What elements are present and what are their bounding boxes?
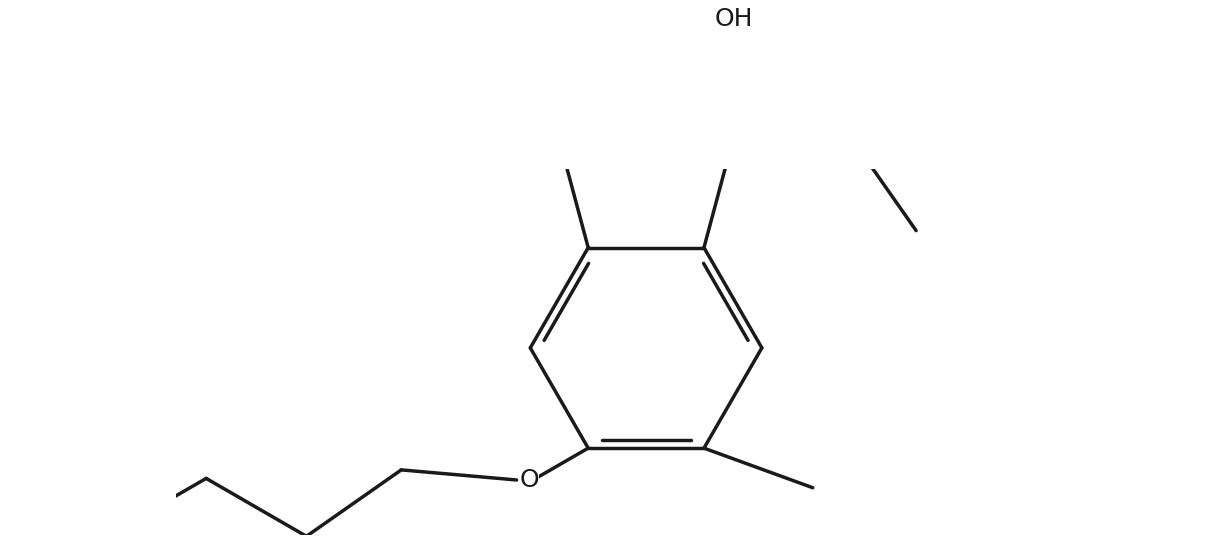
- Text: O: O: [519, 468, 540, 492]
- Text: OH: OH: [715, 8, 753, 32]
